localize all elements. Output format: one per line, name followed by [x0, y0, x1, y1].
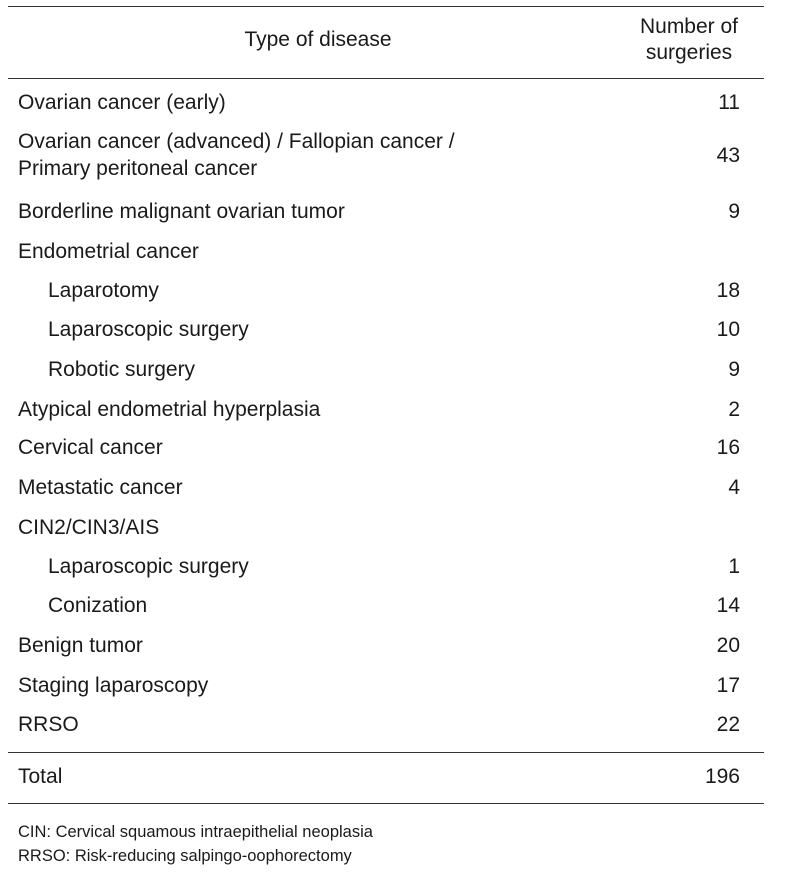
row-value: 22 [716, 713, 740, 736]
row-label: Cervical cancer [18, 436, 163, 459]
bottom-rule [8, 803, 764, 804]
row-value: 9 [728, 358, 740, 381]
row-label: Staging laparoscopy [18, 674, 209, 697]
header-number-line2: surgeries [645, 41, 733, 64]
row-label: Laparoscopic surgery [48, 318, 249, 341]
row-value: 11 [718, 91, 740, 114]
total-value: 196 [704, 765, 740, 788]
row-value: 10 [716, 318, 740, 341]
row-label-continued: Primary peritoneal cancer [18, 157, 258, 180]
row-value: 20 [716, 634, 740, 657]
top-rule [8, 6, 764, 7]
note-rrso: RRSO: Risk-reducing salpingo-oophorectom… [18, 847, 352, 865]
table-notes: CIN: Cervical squamous intraepithelial n… [18, 820, 373, 868]
row-label: Laparotomy [48, 279, 159, 302]
row-label: Robotic surgery [48, 358, 196, 381]
row-value: 14 [716, 594, 740, 617]
row-label: Ovarian cancer (early) [18, 91, 226, 114]
row-value: 43 [716, 144, 740, 167]
row-label: CIN2/CIN3/AIS [18, 516, 160, 539]
note-cin: CIN: Cervical squamous intraepithelial n… [18, 823, 373, 841]
row-label: Atypical endometrial hyperplasia [18, 398, 321, 421]
total-label: Total [18, 765, 63, 788]
row-label: Endometrial cancer [18, 240, 199, 263]
row-label: Metastatic cancer [18, 476, 183, 499]
row-label: Laparoscopic surgery [48, 555, 249, 578]
row-value: 4 [728, 476, 740, 499]
row-label: Conization [48, 594, 148, 617]
row-value: 9 [728, 200, 740, 223]
header-type-of-disease: Type of disease [244, 28, 392, 51]
row-label: RRSO [18, 713, 79, 736]
row-label: Ovarian cancer (advanced) / Fallopian ca… [18, 130, 455, 153]
row-value: 18 [716, 279, 740, 302]
row-value: 1 [728, 555, 740, 578]
header-number-of-surgeries: Number of surgeries [614, 14, 764, 66]
row-value: 16 [716, 436, 740, 459]
header-rule [8, 78, 764, 79]
row-label: Borderline malignant ovarian tumor [18, 200, 345, 223]
row-value: 17 [716, 674, 740, 697]
table-header: Type of disease Number of surgeries [8, 8, 764, 74]
total-rule [8, 752, 764, 753]
header-number-line1: Number of [639, 15, 739, 38]
row-label: Benign tumor [18, 634, 143, 657]
row-value: 2 [728, 398, 740, 421]
